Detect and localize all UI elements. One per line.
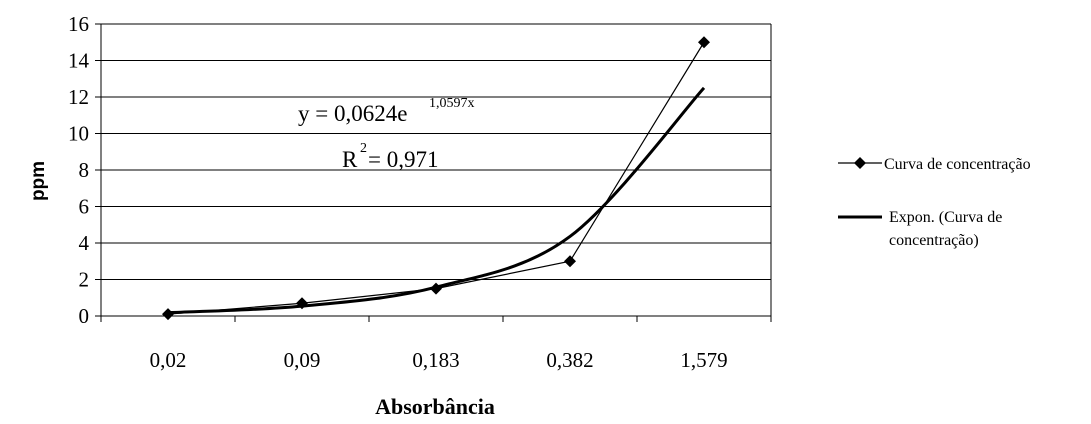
x-axis-ticks: 0,02 0,09 0,183 0,382 1,579 — [100, 316, 772, 372]
data-point-marker — [564, 255, 576, 268]
r-squared-superscript: 2 — [360, 141, 367, 156]
x-tick-label: 0,382 — [546, 348, 593, 372]
legend-trendline-label-1: Expon. (Curva de — [889, 209, 1002, 226]
trendline — [167, 86, 706, 315]
y-tick-label: 2 — [79, 268, 90, 292]
legend-trendline-label-2: concentração) — [889, 232, 979, 249]
y-axis-ticks: 0 2 4 6 8 10 12 14 16 — [68, 12, 101, 328]
gridlines — [101, 23, 771, 280]
y-tick-label: 12 — [68, 85, 89, 109]
axes — [100, 24, 772, 317]
legend-series-label: Curva de concentração — [884, 156, 1031, 173]
equation-exponent: 1,0597x — [429, 96, 475, 111]
legend: Curva de concentração Expon. (Curva de c… — [838, 156, 1031, 249]
x-tick-label: 0,02 — [150, 348, 187, 372]
y-tick-label: 16 — [68, 12, 89, 36]
data-point-marker — [430, 282, 442, 295]
data-point-marker — [698, 36, 710, 49]
x-axis-label: Absorbância — [375, 394, 495, 419]
y-tick-label: 0 — [79, 304, 90, 328]
x-tick-label: 0,183 — [412, 348, 459, 372]
y-tick-label: 10 — [68, 122, 89, 146]
trendline-path — [167, 86, 706, 315]
y-tick-label: 8 — [79, 158, 90, 182]
legend-series-marker — [854, 157, 866, 169]
data-point-marker — [162, 308, 174, 321]
series-polyline — [167, 41, 705, 315]
y-tick-label: 4 — [79, 231, 90, 255]
y-tick-label: 6 — [79, 195, 90, 219]
series-markers — [162, 36, 710, 321]
trendline-equation: y = 0,0624e 1,0597x R 2 = 0,971 — [298, 96, 475, 172]
data-point-marker — [296, 297, 308, 310]
r-squared-label: R — [342, 147, 358, 172]
x-tick-label: 1,579 — [680, 348, 727, 372]
y-axis-label: ppm — [28, 161, 49, 201]
x-tick-label: 0,09 — [284, 348, 321, 372]
r-squared-value: = 0,971 — [368, 147, 438, 172]
y-tick-label: 14 — [68, 49, 90, 73]
equation-base: y = 0,0624e — [298, 101, 407, 126]
series-line — [167, 41, 705, 315]
